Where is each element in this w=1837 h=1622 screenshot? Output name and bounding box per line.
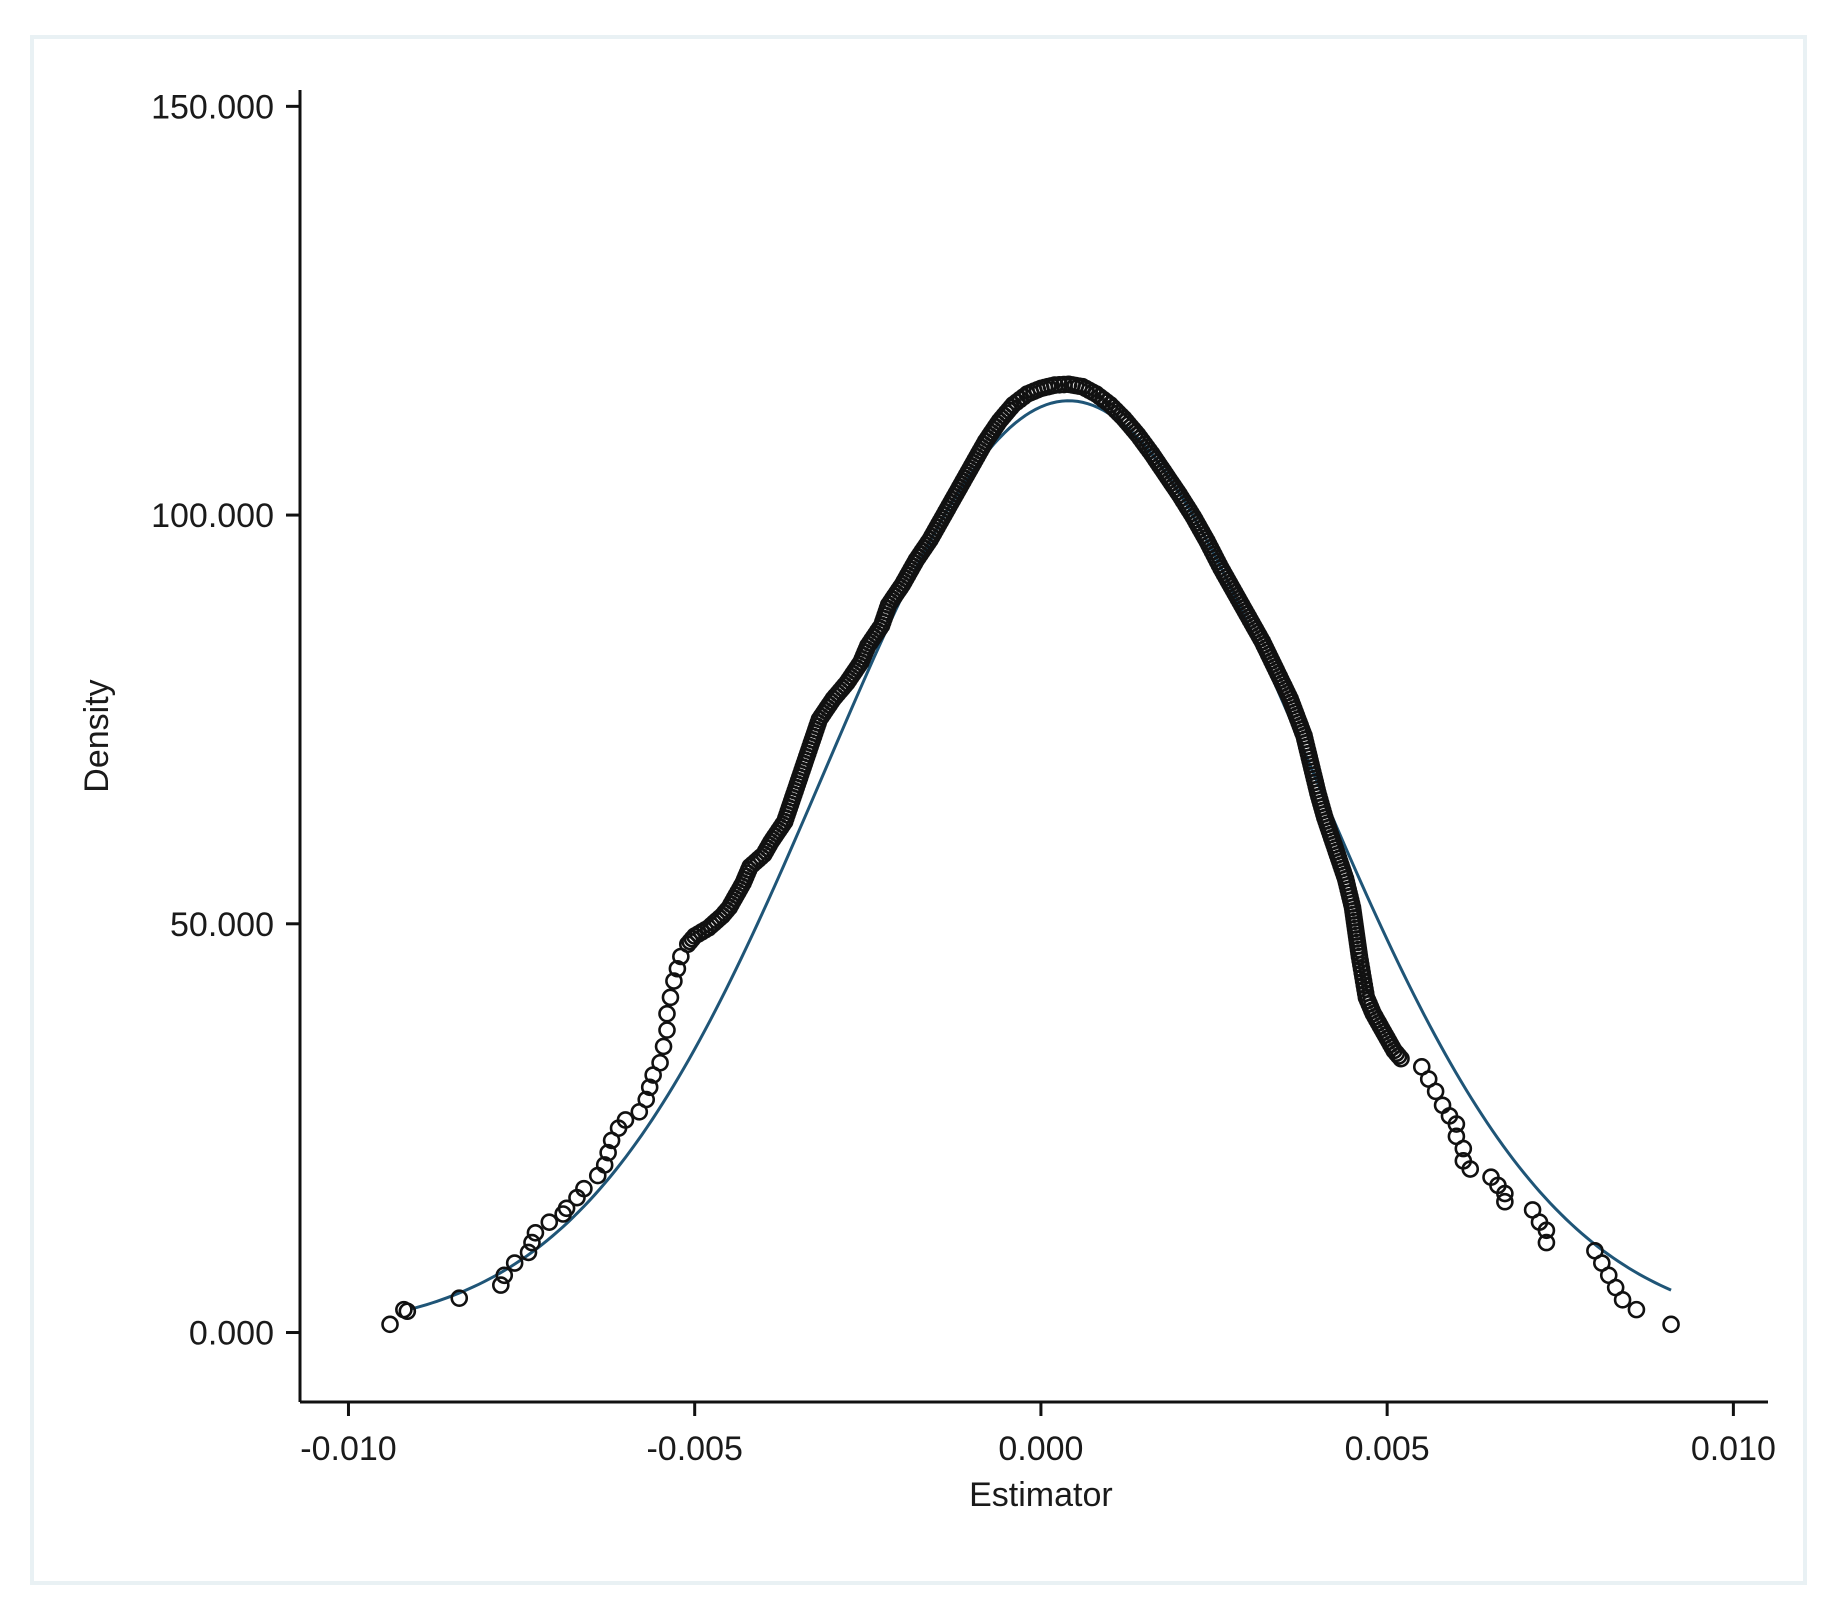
kde-point [1627,1300,1646,1319]
kde-point [495,1266,514,1285]
y-tick-label: 0.000 [189,1315,274,1353]
kde-point [381,1315,399,1334]
kde-point [661,988,680,1007]
kde-point [668,959,687,978]
y-axis-ticks: 0.000 50.000 100.000 150.000 [151,88,300,1353]
kde-point [1454,1139,1473,1158]
kde-point [526,1223,545,1242]
kde-point [637,1090,656,1109]
kde-point [651,1053,669,1072]
x-tick-label: 0.000 [998,1430,1083,1468]
kde-points [381,375,1680,1334]
kde-point [398,1302,417,1321]
kde-point [450,1289,469,1307]
y-axis-title: Density [78,679,116,792]
kde-point [658,1021,676,1039]
x-tick-label: 0.005 [1345,1430,1430,1468]
y-tick-label: 150.000 [151,88,274,126]
kde-point [1496,1184,1514,1203]
kde-point [1389,1047,1408,1065]
kde-point [1387,1044,1406,1063]
kde-point [658,1004,676,1023]
kde-point [1537,1221,1556,1240]
x-axis-ticks: -0.010 -0.005 0.000 0.005 0.010 [300,1402,1776,1468]
kde-point [616,1111,635,1129]
kde-point [654,1037,673,1056]
x-tick-label: 0.010 [1691,1430,1776,1468]
kde-point [575,1179,593,1198]
axes [298,90,1768,1404]
kde-point [1426,1082,1445,1101]
kde-point [540,1213,559,1231]
kde-point [1447,1115,1466,1133]
kde-point [1613,1291,1632,1309]
kde-point [1662,1315,1680,1334]
normal-density-curve [410,399,1672,1311]
kde-point [557,1199,576,1218]
kde-point [523,1233,541,1252]
kde-point [1461,1160,1480,1178]
kde-point [1537,1233,1556,1252]
kde-point [665,972,683,990]
y-tick-label: 100.000 [151,497,274,535]
kde-point [1392,1049,1410,1068]
kde-point [599,1143,617,1162]
kde-point [1496,1192,1514,1211]
x-tick-label: -0.005 [646,1430,742,1468]
figure-frame [30,35,1807,1585]
x-tick-label: -0.010 [300,1430,396,1468]
kde-point [595,1156,614,1174]
kde-point [519,1243,538,1262]
kde-point [492,1276,510,1294]
kde-point [640,1078,659,1097]
kde-point [505,1254,524,1272]
y-tick-label: 50.000 [170,906,274,944]
x-axis-title: Estimator [969,1476,1113,1514]
